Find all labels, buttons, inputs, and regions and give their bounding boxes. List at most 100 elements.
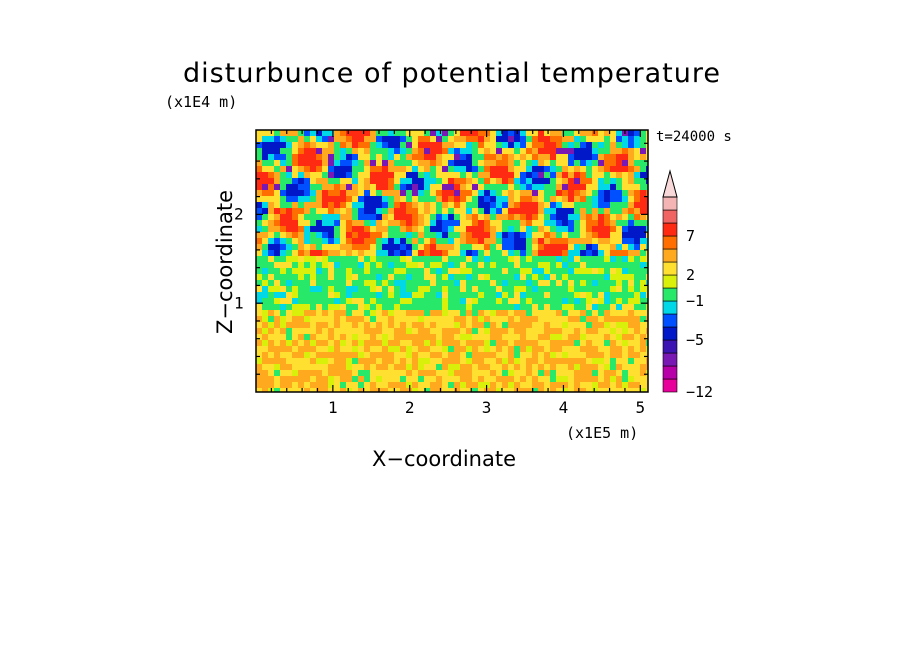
field-cell [472, 226, 479, 233]
field-cell [256, 340, 263, 347]
field-cell [556, 292, 563, 299]
field-cell [262, 364, 269, 371]
field-cell [388, 346, 395, 353]
field-cell [514, 232, 521, 239]
field-cell [430, 364, 437, 371]
field-cell [376, 364, 383, 371]
field-cell [418, 262, 425, 269]
field-cell [586, 274, 593, 281]
field-cell [274, 364, 281, 371]
field-cell [526, 250, 533, 257]
field-cell [514, 208, 521, 215]
field-cell [286, 340, 293, 347]
field-cell [334, 376, 341, 383]
field-cell [454, 142, 461, 149]
field-cell [634, 364, 641, 371]
field-cell [484, 262, 491, 269]
field-cell [628, 184, 635, 191]
field-cell [262, 382, 269, 389]
field-cell [646, 352, 648, 359]
field-cell [352, 382, 359, 389]
field-cell [508, 322, 515, 329]
field-cell [304, 226, 311, 233]
field-cell [412, 214, 419, 221]
field-cell [418, 172, 425, 179]
field-cell [610, 310, 617, 317]
field-cell [328, 202, 335, 209]
field-cell [340, 244, 347, 251]
field-cell [286, 196, 293, 203]
field-cell [580, 388, 587, 392]
field-cell [466, 274, 473, 281]
field-cell [430, 352, 437, 359]
field-cell [520, 268, 527, 275]
field-cell [292, 184, 299, 191]
field-cell [358, 322, 365, 329]
field-cell [502, 364, 509, 371]
field-cell [544, 358, 551, 365]
field-cell [442, 142, 449, 149]
field-cell [586, 238, 593, 245]
field-cell [406, 214, 413, 221]
field-cell [646, 256, 648, 263]
field-cell [310, 316, 317, 323]
field-cell [448, 202, 455, 209]
field-cell [316, 196, 323, 203]
field-cell [418, 286, 425, 293]
field-cell [580, 286, 587, 293]
field-cell [598, 226, 605, 233]
field-cell [490, 334, 497, 341]
field-cell [376, 358, 383, 365]
field-cell [454, 148, 461, 155]
field-cell [604, 148, 611, 155]
field-cell [550, 226, 557, 233]
field-cell [550, 130, 557, 137]
field-cell [622, 280, 629, 287]
field-cell [568, 334, 575, 341]
field-cell [292, 280, 299, 287]
field-cell [424, 298, 431, 305]
field-cell [412, 238, 419, 245]
field-cell [406, 232, 413, 239]
field-cell [496, 232, 503, 239]
field-cell [340, 172, 347, 179]
field-cell [388, 274, 395, 281]
field-cell [400, 352, 407, 359]
field-cell [634, 268, 641, 275]
field-cell [346, 382, 353, 389]
field-cell [460, 208, 467, 215]
field-cell [442, 238, 449, 245]
field-cell [370, 316, 377, 323]
field-cell [376, 208, 383, 215]
field-cell [478, 322, 485, 329]
field-cell [568, 382, 575, 389]
field-cell [358, 232, 365, 239]
field-cell [568, 340, 575, 347]
field-cell [424, 388, 431, 392]
field-cell [640, 142, 647, 149]
field-cell [382, 268, 389, 275]
field-cell [508, 244, 515, 251]
field-cell [358, 148, 365, 155]
field-cell [502, 262, 509, 269]
field-cell [508, 292, 515, 299]
field-cell [400, 244, 407, 251]
field-cell [472, 352, 479, 359]
field-cell [316, 256, 323, 263]
field-cell [400, 304, 407, 311]
field-cell [436, 388, 443, 392]
field-cell [466, 358, 473, 365]
field-cell [442, 346, 449, 353]
field-cell [430, 322, 437, 329]
field-cell [340, 178, 347, 185]
field-cell [280, 214, 287, 221]
field-cell [268, 154, 275, 161]
field-cell [472, 232, 479, 239]
field-cell [472, 250, 479, 257]
field-cell [460, 232, 467, 239]
field-cell [400, 274, 407, 281]
field-cell [550, 154, 557, 161]
field-cell [574, 304, 581, 311]
field-cell [340, 166, 347, 173]
field-cell [418, 178, 425, 185]
